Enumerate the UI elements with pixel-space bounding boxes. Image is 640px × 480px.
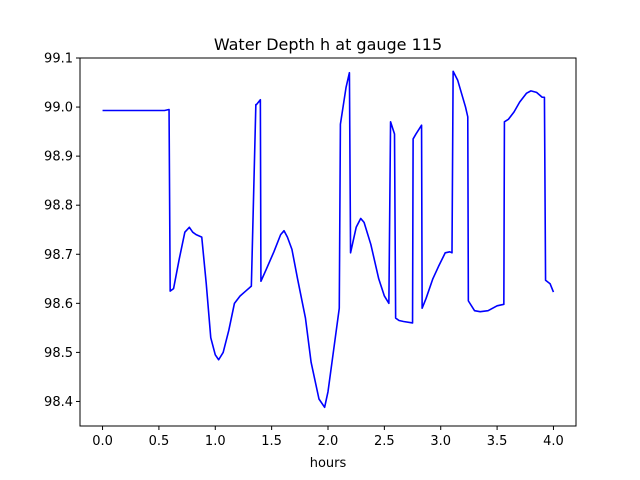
x-tick-label: 2.0 [318,434,339,449]
chart-title: Water Depth h at gauge 115 [214,35,442,54]
y-tick-label: 98.8 [44,199,73,214]
x-axis: 0.0 0.5 1.0 1.5 2.0 2.5 3.0 3.5 4.0 [92,426,564,449]
y-tick-label: 98.9 [44,150,73,165]
x-tick-label: 4.0 [543,434,564,449]
x-tick-label: 0.5 [149,434,170,449]
x-tick-label: 0.0 [92,434,113,449]
y-tick-label: 98.7 [44,248,73,263]
y-axis: 98.4 98.5 98.6 98.7 98.8 98.9 99.0 99.1 [44,52,80,410]
y-tick-label: 98.4 [44,395,73,410]
x-tick-label: 1.0 [205,434,226,449]
series-line-0 [102,70,555,409]
y-tick-label: 99.1 [44,52,73,67]
x-tick-label: 3.0 [430,434,451,449]
x-tick-label: 3.5 [487,434,508,449]
y-tick-label: 98.5 [44,346,73,361]
y-tick-label: 98.6 [44,297,73,312]
x-axis-label: hours [310,456,347,471]
y-tick-label: 99.0 [44,101,73,116]
x-tick-label: 2.5 [374,434,395,449]
x-tick-label: 1.5 [261,434,282,449]
